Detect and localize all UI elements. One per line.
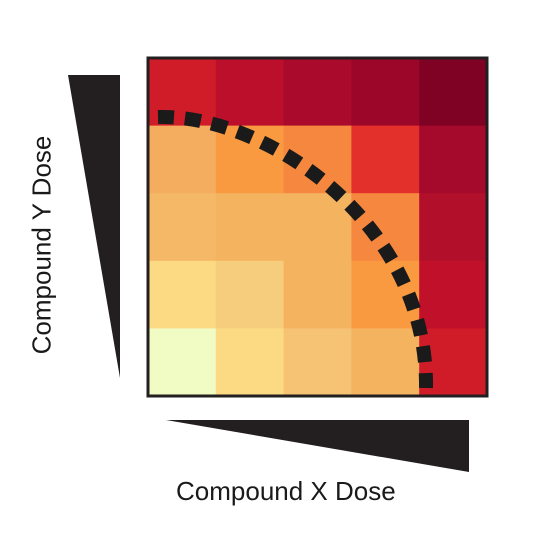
heatmap-cell xyxy=(419,193,488,262)
y-axis-title: Compound Y Dose xyxy=(26,135,57,355)
heatmap-cell xyxy=(283,58,352,127)
heatmap-cell xyxy=(419,125,488,194)
heatmap-cell xyxy=(148,260,217,329)
heatmap-cell xyxy=(283,328,352,397)
heatmap-cell xyxy=(351,58,420,127)
isobole-curve xyxy=(157,109,434,389)
heatmap-cell xyxy=(419,58,488,127)
heatmap-cell xyxy=(215,328,285,397)
heatmap-cell xyxy=(148,125,217,194)
heatmap-cell xyxy=(283,193,352,262)
heatmap-cell xyxy=(351,125,420,194)
heatmap-cell xyxy=(215,260,285,329)
heatmap-cell xyxy=(148,328,217,397)
heatmap-cell xyxy=(215,193,285,262)
y-dose-wedge xyxy=(68,75,120,378)
heatmap-cell xyxy=(215,58,285,127)
x-axis-title: Compound X Dose xyxy=(176,476,396,506)
heatmap-grid xyxy=(148,58,488,397)
x-dose-wedge xyxy=(166,420,469,472)
heatmap-cell xyxy=(419,260,488,329)
heatmap-cell xyxy=(283,260,352,329)
heatmap-border xyxy=(146,56,489,398)
heatmap-cell xyxy=(148,193,217,262)
heatmap-cell xyxy=(351,328,420,397)
